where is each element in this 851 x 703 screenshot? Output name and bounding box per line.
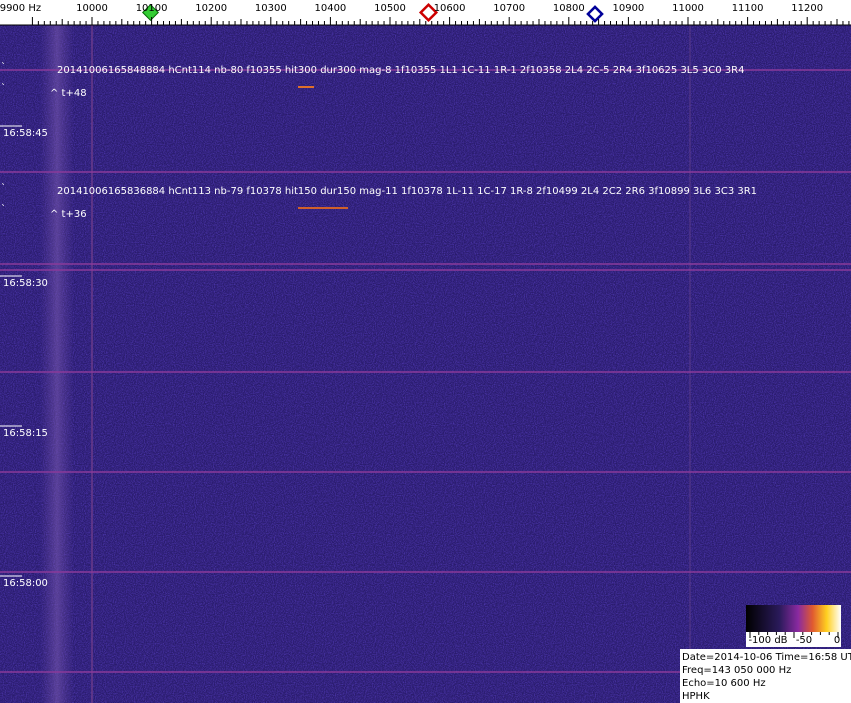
detection-text: 20141006165836884 hCnt113 nb-79 f10378 h… bbox=[57, 186, 757, 197]
detection-offset: ^ t+48 bbox=[50, 88, 87, 99]
frequency-label: 11100 bbox=[732, 3, 764, 14]
time-label: 16:58:30 bbox=[3, 278, 48, 289]
frequency-label: 10900 bbox=[612, 3, 644, 14]
echo bbox=[298, 86, 314, 88]
colorbar-label: 0 bbox=[834, 635, 840, 646]
tick-mark: ` bbox=[1, 82, 6, 94]
info-line: Date=2014-10-06 Time=16:58 UTC bbox=[682, 652, 851, 663]
frequency-label: 10100 bbox=[136, 3, 168, 14]
time-label: 16:58:15 bbox=[3, 428, 48, 439]
info-box bbox=[680, 649, 851, 703]
frequency-label: 10500 bbox=[374, 3, 406, 14]
marker bbox=[586, 5, 604, 23]
frequency-label: 10600 bbox=[434, 3, 466, 14]
echo bbox=[298, 207, 348, 209]
spectrogram-noise bbox=[0, 25, 851, 703]
info-line: Freq=143 050 000 Hz bbox=[682, 665, 791, 676]
frequency-label: 11000 bbox=[672, 3, 704, 14]
colorbar-scale bbox=[746, 632, 841, 647]
tick-mark: ` bbox=[1, 61, 6, 73]
marker bbox=[142, 4, 159, 21]
tick-mark: ` bbox=[1, 203, 6, 215]
frequency-label: 10700 bbox=[493, 3, 525, 14]
detection-text: 20141006165848884 hCnt114 nb-80 f10355 h… bbox=[57, 65, 744, 76]
colorbar bbox=[746, 605, 841, 632]
colorbar-label: -50 bbox=[796, 635, 812, 646]
frequency-label: 10200 bbox=[195, 3, 227, 14]
time-label: 16:58:00 bbox=[3, 578, 48, 589]
frequency-label: 10000 bbox=[76, 3, 108, 14]
info-line: Echo=10 600 Hz bbox=[682, 678, 766, 689]
frequency-label: 10300 bbox=[255, 3, 287, 14]
info-line: HPHK bbox=[682, 691, 710, 702]
frequency-label: 10400 bbox=[314, 3, 346, 14]
time-label: 16:58:45 bbox=[3, 128, 48, 139]
frequency-label: 10800 bbox=[553, 3, 585, 14]
tick-mark: ` bbox=[1, 182, 6, 194]
frequency-label: 11200 bbox=[791, 3, 823, 14]
frequency-label: 9900 Hz bbox=[0, 3, 41, 14]
noise-band bbox=[40, 25, 74, 703]
colorbar-label: -100 dB bbox=[748, 635, 787, 646]
detection-offset: ^ t+36 bbox=[50, 209, 87, 220]
marker bbox=[418, 2, 439, 23]
